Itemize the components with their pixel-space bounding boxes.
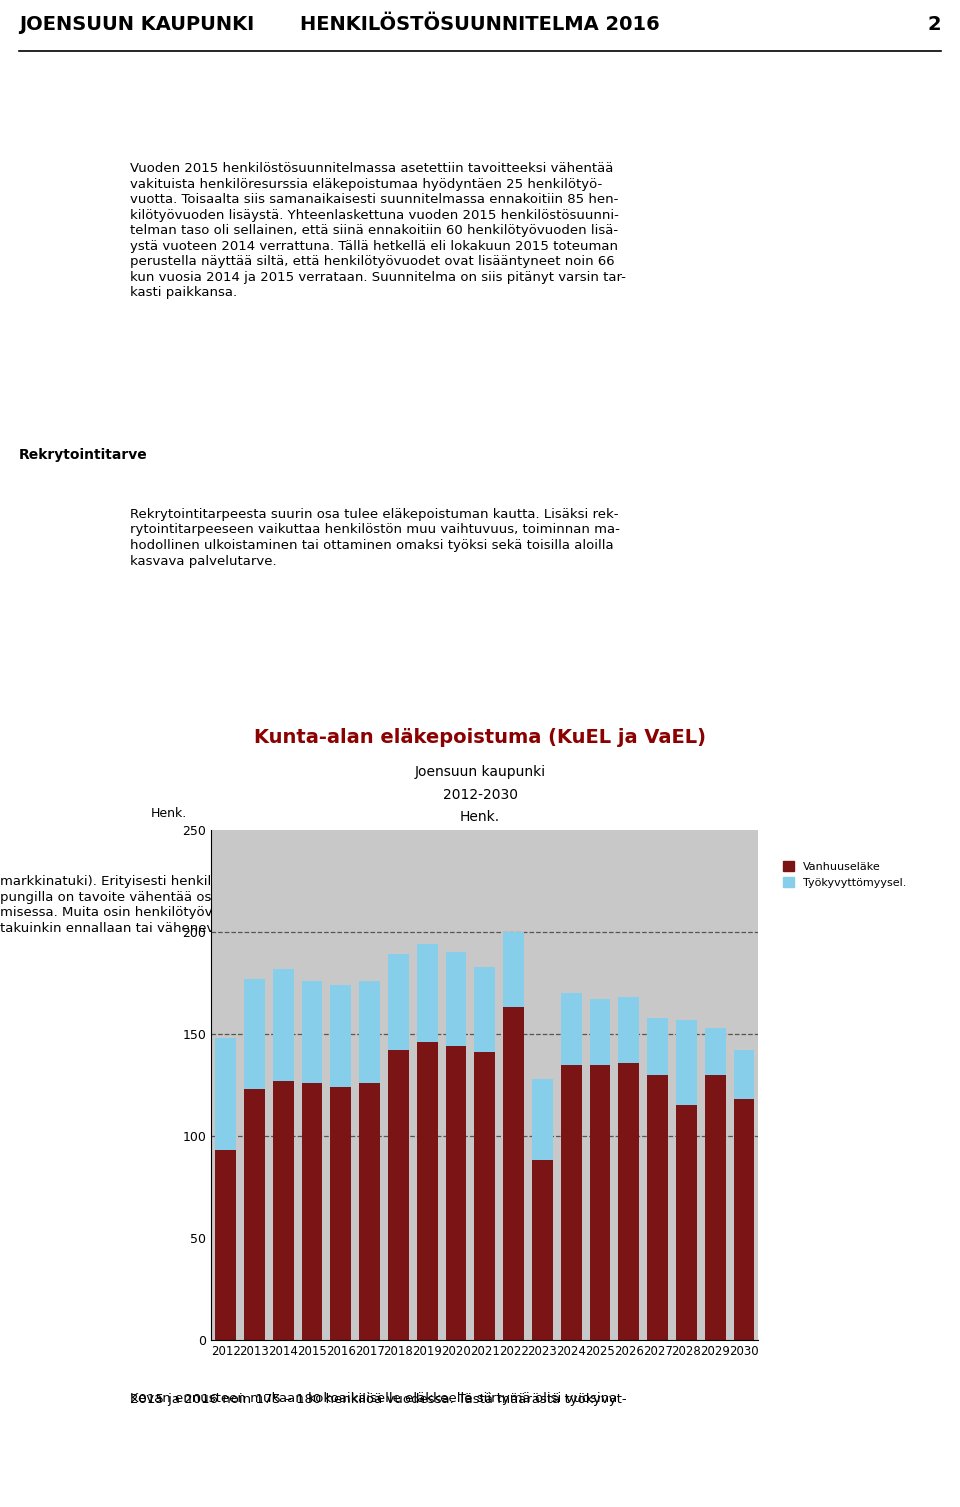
Text: Kunta-alan eläkepoistuma (KuEL ja VaEL): Kunta-alan eläkepoistuma (KuEL ja VaEL) <box>254 728 706 747</box>
Bar <box>589 999 611 1064</box>
Text: vuotta. Toisaalta siis samanaikaisesti suunnitelmassa ennakoitiin 85 hen-: vuotta. Toisaalta siis samanaikaisesti s… <box>130 193 618 206</box>
Bar <box>388 1050 409 1340</box>
Bar <box>474 966 495 1052</box>
Bar <box>647 1017 668 1074</box>
Text: kilötyövuoden lisäystä. Yhteenlaskettuna vuoden 2015 henkilöstösuunni-: kilötyövuoden lisäystä. Yhteenlaskettuna… <box>130 209 618 222</box>
Text: kun vuosia 2014 ja 2015 verrataan. Suunnitelma on siis pitänyt varsin tar-: kun vuosia 2014 ja 2015 verrataan. Suunn… <box>130 271 626 283</box>
Text: vakituista henkilöresurssia eläkepoistumaa hyödyntäen 25 henkilötyö-: vakituista henkilöresurssia eläkepoistum… <box>130 178 602 191</box>
Legend: Vanhuuseläke, Työkyvyttömyysel.: Vanhuuseläke, Työkyvyttömyysel. <box>783 860 906 888</box>
Bar <box>388 954 409 1050</box>
Text: Rekrytointitarve: Rekrytointitarve <box>19 448 148 463</box>
Text: rytointitarpeeseen vaikuttaa henkilöstön muu vaihtuvuus, toiminnan ma-: rytointitarpeeseen vaikuttaa henkilöstön… <box>130 523 619 536</box>
Bar <box>215 1150 236 1340</box>
Bar <box>589 1064 611 1340</box>
Text: misessa. Muita osin henkilötyövuodet säilyvät suunnitelman mukaan ku-: misessa. Muita osin henkilötyövuodet säi… <box>0 906 486 919</box>
Text: kasti paikkansa.: kasti paikkansa. <box>130 286 237 300</box>
Bar <box>705 1074 726 1340</box>
Bar <box>330 1087 351 1340</box>
Bar <box>532 1079 553 1160</box>
Bar <box>445 1046 467 1340</box>
Text: Henk.: Henk. <box>151 806 187 820</box>
Bar <box>417 1043 438 1340</box>
Bar <box>244 980 265 1090</box>
Bar <box>330 986 351 1087</box>
Bar <box>618 1062 639 1340</box>
Bar <box>215 1038 236 1150</box>
Bar <box>301 981 323 1084</box>
Text: 2: 2 <box>927 15 941 35</box>
Bar <box>244 1090 265 1340</box>
Bar <box>532 1160 553 1340</box>
Bar <box>561 1064 582 1340</box>
Text: pungilla on tavoite vähentää ostoja vammaispalveluissa sekä palveluasu-: pungilla on tavoite vähentää ostoja vamm… <box>0 891 492 904</box>
Bar <box>705 1028 726 1074</box>
Text: 2015 ja 2016 noin 175 – 180 henkilöä vuodessa. Tästä määrästä työkyvyt-: 2015 ja 2016 noin 175 – 180 henkilöä vuo… <box>130 1392 626 1406</box>
Bar <box>647 1074 668 1340</box>
Bar <box>359 981 380 1084</box>
Text: Vuoden 2015 henkilöstösuunnitelmassa asetettiin tavoitteeksi vähentää: Vuoden 2015 henkilöstösuunnitelmassa ase… <box>130 163 613 175</box>
Bar <box>273 969 294 1081</box>
Text: Rekrytointitarpeesta suurin osa tulee eläkepoistuman kautta. Lisäksi rek-: Rekrytointitarpeesta suurin osa tulee el… <box>130 508 618 521</box>
Text: kasvava palvelutarve.: kasvava palvelutarve. <box>130 555 276 568</box>
Text: telman taso oli sellainen, että siinä ennakoitiin 60 henkilötyövuoden lisä-: telman taso oli sellainen, että siinä en… <box>130 225 617 238</box>
Bar <box>417 945 438 1043</box>
Text: Henk.: Henk. <box>460 809 500 824</box>
Text: markkinatuki). Erityisesti henkilöstömäärään vaikutti kuitenkin se, kau-: markkinatuki). Erityisesti henkilöstömää… <box>0 876 476 888</box>
Bar <box>474 1052 495 1340</box>
Bar <box>273 1081 294 1340</box>
Text: hodollinen ulkoistaminen tai ottaminen omaksi työksi sekä toisilla aloilla: hodollinen ulkoistaminen tai ottaminen o… <box>130 540 613 552</box>
Bar <box>676 1020 697 1106</box>
Bar <box>676 1106 697 1340</box>
Bar <box>733 1099 755 1340</box>
Text: 2012-2030: 2012-2030 <box>443 788 517 802</box>
Text: ystä vuoteen 2014 verrattuna. Tällä hetkellä eli lokakuun 2015 toteuman: ystä vuoteen 2014 verrattuna. Tällä hetk… <box>130 240 617 253</box>
Bar <box>445 952 467 1046</box>
Text: JOENSUUN KAUPUNKI: JOENSUUN KAUPUNKI <box>19 15 254 35</box>
Bar <box>561 993 582 1064</box>
Bar <box>301 1084 323 1340</box>
Bar <box>503 931 524 1008</box>
Bar <box>618 998 639 1062</box>
Text: perustella näyttää siltä, että henkilötyövuodet ovat lisääntyneet noin 66: perustella näyttää siltä, että henkilöty… <box>130 255 614 268</box>
Text: takuinkin ennallaan tai vähenevät.: takuinkin ennallaan tai vähenevät. <box>0 921 232 934</box>
Bar <box>359 1084 380 1340</box>
Text: Joensuun kaupunki: Joensuun kaupunki <box>415 766 545 779</box>
Bar <box>733 1050 755 1099</box>
Bar <box>503 1008 524 1340</box>
Text: HENKILÖSTÖSUUNNITELMA 2016: HENKILÖSTÖSUUNNITELMA 2016 <box>300 15 660 35</box>
Text: Kevan ennusteen mukaan kokoaikaiselle eläkkeelle siirtymä olisi vuosina: Kevan ennusteen mukaan kokoaikaiselle el… <box>130 1391 617 1405</box>
